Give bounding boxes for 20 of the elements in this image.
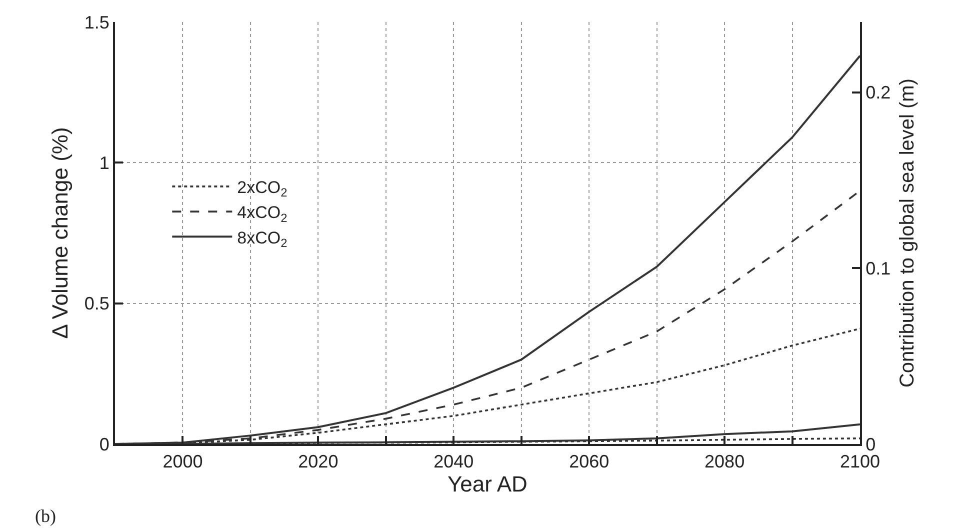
y-tick-label: 0: [99, 434, 110, 454]
x-tick-label: 2080: [704, 452, 745, 472]
legend-label: 8xCO$_{2}$: [237, 228, 288, 250]
x-tick-label: 2040: [434, 452, 474, 472]
legend-label: 2xCO$_{2}$: [237, 178, 288, 200]
y2-tick-label: 0.2: [866, 82, 891, 103]
x-tick-label: 2000: [162, 452, 203, 472]
x-tick-label: 2100: [840, 452, 880, 472]
y2-tick-label: 0: [866, 434, 876, 454]
legend-label: 4xCO$_{2}$: [237, 203, 288, 225]
x-tick-label: 2020: [298, 452, 338, 472]
x-tick-label: 2060: [569, 452, 610, 472]
text: (b): [35, 506, 56, 526]
y-tick-label: 0.5: [84, 294, 110, 314]
y2-tick-label: 0.1: [866, 258, 891, 278]
y2-axis-title: Contribution to global sea level (m): [896, 78, 919, 388]
y-tick-label: 1: [99, 152, 110, 173]
x-axis-title: Year AD: [448, 472, 528, 497]
y-tick-label: 1.5: [84, 12, 110, 32]
y-axis-title: Δ Volume change (%): [48, 127, 73, 339]
